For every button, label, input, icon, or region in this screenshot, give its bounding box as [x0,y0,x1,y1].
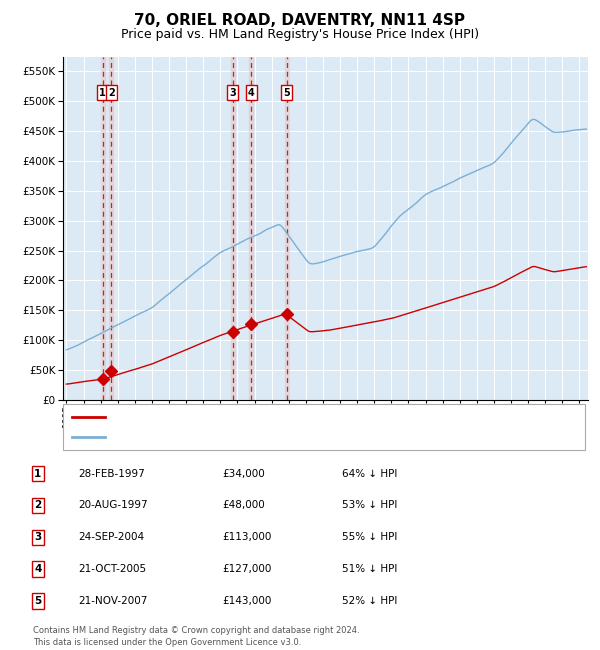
Bar [249,57,253,400]
Text: 5: 5 [34,596,41,606]
Bar [109,57,113,400]
Text: Contains HM Land Registry data © Crown copyright and database right 2024.
This d: Contains HM Land Registry data © Crown c… [33,626,359,647]
Text: 70, ORIEL ROAD, DAVENTRY, NN11 4SP: 70, ORIEL ROAD, DAVENTRY, NN11 4SP [134,13,466,29]
Text: Price paid vs. HM Land Registry's House Price Index (HPI): Price paid vs. HM Land Registry's House … [121,28,479,41]
Bar [284,57,289,400]
Text: 1: 1 [34,469,41,478]
Text: 51% ↓ HPI: 51% ↓ HPI [342,564,397,574]
Text: 2: 2 [34,500,41,510]
Bar [230,57,235,400]
Text: 5: 5 [283,88,290,97]
Text: £143,000: £143,000 [222,596,271,606]
Text: 53% ↓ HPI: 53% ↓ HPI [342,500,397,510]
Text: 21-OCT-2005: 21-OCT-2005 [78,564,146,574]
Text: 4: 4 [34,564,41,574]
Text: 52% ↓ HPI: 52% ↓ HPI [342,596,397,606]
Text: £48,000: £48,000 [222,500,265,510]
Text: £113,000: £113,000 [222,532,271,542]
Bar [101,57,105,400]
Text: 1: 1 [99,88,106,97]
Text: 3: 3 [229,88,236,97]
Text: 24-SEP-2004: 24-SEP-2004 [78,532,144,542]
Text: 70, ORIEL ROAD, DAVENTRY, NN11 4SP (detached house): 70, ORIEL ROAD, DAVENTRY, NN11 4SP (deta… [112,412,410,422]
Text: 4: 4 [248,88,254,97]
Text: 20-AUG-1997: 20-AUG-1997 [78,500,148,510]
Text: 21-NOV-2007: 21-NOV-2007 [78,596,148,606]
Text: HPI: Average price, detached house, West Northamptonshire: HPI: Average price, detached house, West… [112,432,429,442]
Text: 3: 3 [34,532,41,542]
Text: 28-FEB-1997: 28-FEB-1997 [78,469,145,478]
Text: 55% ↓ HPI: 55% ↓ HPI [342,532,397,542]
Text: 64% ↓ HPI: 64% ↓ HPI [342,469,397,478]
Text: 2: 2 [108,88,115,97]
Text: £127,000: £127,000 [222,564,271,574]
Text: £34,000: £34,000 [222,469,265,478]
